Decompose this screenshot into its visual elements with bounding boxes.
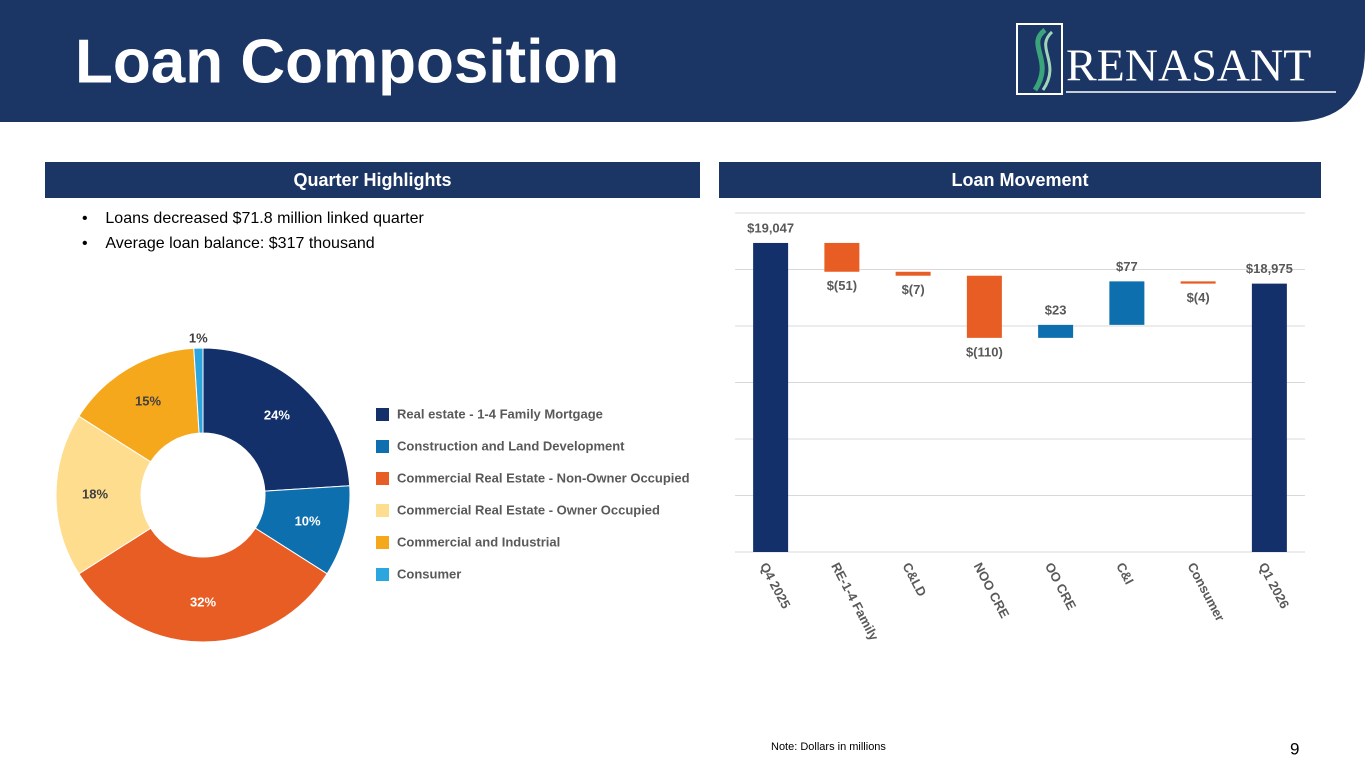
slice-label: 18% xyxy=(82,486,108,501)
legend-swatch xyxy=(376,568,389,581)
legend-swatch xyxy=(376,472,389,485)
donut-slice xyxy=(55,415,152,575)
value-label: $(110) xyxy=(966,344,1003,359)
slide-title: Loan Composition xyxy=(75,27,619,96)
x-tick-label: Q4 2025 xyxy=(757,560,794,611)
legend-swatch xyxy=(376,504,389,517)
highlight-text: Average loan balance: $317 thousand xyxy=(105,235,375,252)
x-tick-label: RE-1-4 Family xyxy=(828,560,882,644)
legend-label: Commercial Real Estate - Non-Owner Occup… xyxy=(397,470,690,485)
x-tick-label: Q1 2026 xyxy=(1256,560,1293,611)
value-label: $(7) xyxy=(902,282,925,297)
slice-label: 1% xyxy=(189,331,208,346)
highlight-item: • Loans decreased $71.8 million linked q… xyxy=(82,210,424,227)
waterfall-bar xyxy=(1251,283,1287,552)
highlight-item: • Average loan balance: $317 thousand xyxy=(82,235,375,252)
waterfall-bar xyxy=(1180,281,1216,284)
value-label: $18,975 xyxy=(1246,261,1293,276)
value-label: $23 xyxy=(1045,302,1067,317)
legend-label: Consumer xyxy=(397,566,461,581)
slice-label: 10% xyxy=(295,513,321,528)
waterfall-bar xyxy=(753,242,789,552)
legend-swatch xyxy=(376,536,389,549)
value-label: $(51) xyxy=(827,278,857,293)
x-tick-label: Consumer xyxy=(1184,560,1227,624)
x-tick-label: NOO CRE xyxy=(971,560,1013,621)
x-tick-label: C&I xyxy=(1113,560,1137,587)
highlight-text: Loans decreased $71.8 million linked qua… xyxy=(105,210,424,227)
section-header: Quarter Highlights xyxy=(45,162,700,198)
legend-swatch xyxy=(376,408,389,421)
donut-slice xyxy=(78,347,200,463)
logo: RENASANT xyxy=(1016,23,1336,95)
legend-label: Real estate - 1-4 Family Mortgage xyxy=(397,406,603,421)
x-tick-label: OO CRE xyxy=(1042,560,1079,613)
logo-text: RENASANT xyxy=(1066,40,1311,91)
section-header: Loan Movement xyxy=(719,162,1321,198)
waterfall-bar xyxy=(966,275,1002,338)
title-band xyxy=(0,0,1365,122)
waterfall-bar xyxy=(1109,281,1145,325)
donut-slice xyxy=(78,527,328,643)
slice-label: 24% xyxy=(264,408,290,423)
x-tick-label: C&LD xyxy=(899,560,929,599)
note: Note: Dollars in millions xyxy=(771,741,886,753)
waterfall-bar xyxy=(824,242,860,272)
legend-label: Commercial and Industrial xyxy=(397,534,560,549)
value-label: $(4) xyxy=(1187,290,1210,305)
donut-slice xyxy=(193,347,204,434)
page-number: 9 xyxy=(1290,739,1299,758)
legend-label: Commercial Real Estate - Owner Occupied xyxy=(397,502,660,517)
legend-label: Construction and Land Development xyxy=(397,438,625,453)
value-label: $77 xyxy=(1116,259,1138,274)
value-label: $19,047 xyxy=(747,220,794,235)
waterfall-bar xyxy=(895,271,931,276)
donut-slice xyxy=(202,347,351,492)
slice-label: 32% xyxy=(190,594,216,609)
legend-swatch xyxy=(376,440,389,453)
highlights-list: • Loans decreased $71.8 million linked q… xyxy=(60,206,424,256)
slice-label: 15% xyxy=(135,393,161,408)
waterfall-bar xyxy=(1038,324,1074,338)
